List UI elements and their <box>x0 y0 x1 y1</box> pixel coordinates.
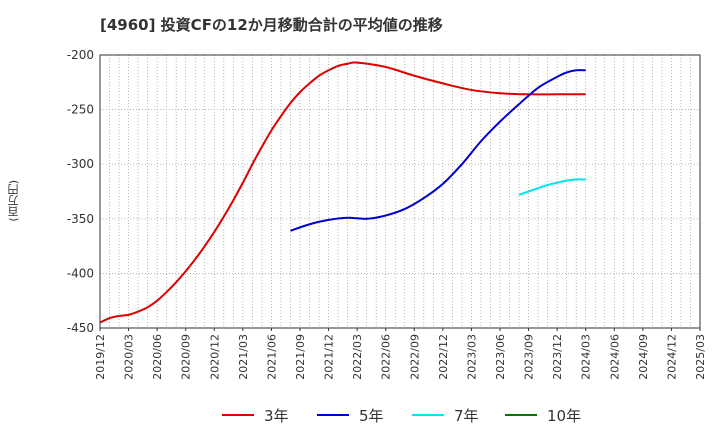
x-tick-label: 2024/09 <box>637 334 650 380</box>
series-line-2 <box>518 178 586 196</box>
y-tick-labels: -200 -250 -300 -350 -400 -450 <box>67 48 94 335</box>
x-tick-label: 2022/12 <box>437 334 450 380</box>
chart-title: [4960] 投資CFの12か月移動合計の平均値の推移 <box>100 16 443 34</box>
x-tick-label: 2024/06 <box>608 334 621 380</box>
plot-area-frame <box>99 54 701 329</box>
x-tick-label: 2025/03 <box>694 334 707 380</box>
x-tick-labels: 2019/12 2020/03 2020/06 2020/09 2020/12 2021/… <box>94 328 707 380</box>
y-tick-label: -300 <box>67 157 94 171</box>
x-tick-label: 2020/09 <box>180 334 193 380</box>
x-tick-label: 2021/09 <box>294 334 307 380</box>
x-tick-label: 2019/12 <box>94 334 107 380</box>
x-tick-label: 2020/12 <box>208 334 221 380</box>
x-tick-label: 2021/12 <box>323 334 336 380</box>
y-tick-label: -400 <box>67 266 94 280</box>
x-tick-label: 2024/12 <box>665 334 678 380</box>
x-tick-label: 2021/06 <box>265 334 278 380</box>
x-tick-label: 2020/06 <box>151 334 164 380</box>
y-tick-label: -200 <box>67 48 94 62</box>
y-tick-label: -350 <box>67 212 94 226</box>
x-tick-label: 2023/12 <box>551 334 564 380</box>
legend-swatch <box>317 414 349 416</box>
x-tick-label: 2023/03 <box>465 334 478 380</box>
legend-label: 7年 <box>454 407 479 425</box>
x-tick-label: 2024/03 <box>580 334 593 380</box>
legend: 3年 5年 7年 10年 <box>0 404 720 426</box>
legend-label: 5年 <box>359 407 384 425</box>
series-line-0 <box>99 61 586 324</box>
x-tick-label: 2020/03 <box>123 334 136 380</box>
y-tick-label: -450 <box>67 321 94 335</box>
series-lines <box>99 61 586 324</box>
series-line-1 <box>290 69 586 232</box>
y-tick-label: -250 <box>67 103 94 117</box>
x-tick-label: 2022/03 <box>351 334 364 380</box>
legend-swatch <box>505 414 537 416</box>
x-tick-label: 2022/09 <box>408 334 421 380</box>
x-tick-label: 2022/06 <box>380 334 393 380</box>
legend-swatch <box>222 414 254 416</box>
x-tick-label: 2023/06 <box>494 334 507 380</box>
legend-label: 3年 <box>264 407 289 425</box>
x-tick-label: 2023/09 <box>523 334 536 380</box>
legend-label: 10年 <box>547 407 582 425</box>
x-tick-label: 2021/03 <box>237 334 250 380</box>
legend-swatch <box>412 414 444 416</box>
grid-lines <box>100 55 700 328</box>
